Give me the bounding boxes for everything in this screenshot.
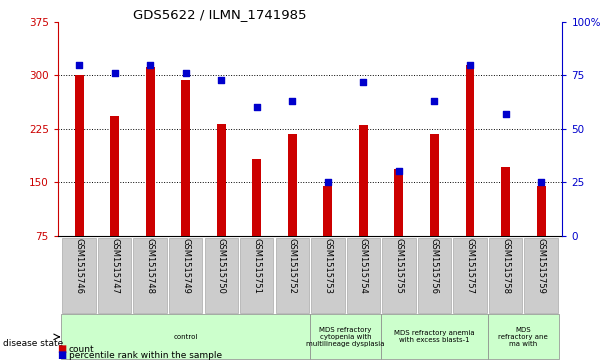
FancyBboxPatch shape xyxy=(454,238,486,313)
Text: GSM1515750: GSM1515750 xyxy=(216,238,226,294)
FancyBboxPatch shape xyxy=(488,314,559,359)
Text: percentile rank within the sample: percentile rank within the sample xyxy=(69,351,222,360)
FancyBboxPatch shape xyxy=(61,314,310,359)
Bar xyxy=(110,116,119,236)
Bar xyxy=(466,65,474,236)
FancyBboxPatch shape xyxy=(489,238,522,313)
Point xyxy=(536,179,546,185)
Point xyxy=(323,179,333,185)
Text: MDS refractory
cytopenia with
multilineage dysplasia: MDS refractory cytopenia with multilinea… xyxy=(306,327,385,347)
Text: GSM1515749: GSM1515749 xyxy=(181,238,190,294)
FancyBboxPatch shape xyxy=(133,238,167,313)
FancyBboxPatch shape xyxy=(63,238,96,313)
Text: MDS
refractory ane
ma with: MDS refractory ane ma with xyxy=(499,327,548,347)
Text: GSM1515752: GSM1515752 xyxy=(288,238,297,294)
Bar xyxy=(252,159,261,236)
FancyBboxPatch shape xyxy=(311,238,345,313)
Text: disease state: disease state xyxy=(3,339,63,347)
Bar xyxy=(75,75,83,236)
Point xyxy=(430,98,440,104)
Bar xyxy=(217,124,226,236)
Text: control: control xyxy=(173,334,198,340)
FancyBboxPatch shape xyxy=(310,314,381,359)
FancyBboxPatch shape xyxy=(524,238,558,313)
FancyBboxPatch shape xyxy=(240,238,274,313)
Text: GSM1515759: GSM1515759 xyxy=(537,238,545,294)
Text: GSM1515746: GSM1515746 xyxy=(75,238,83,294)
FancyBboxPatch shape xyxy=(418,238,451,313)
Point xyxy=(465,62,475,68)
Point xyxy=(74,62,84,68)
FancyBboxPatch shape xyxy=(381,314,488,359)
Point xyxy=(181,70,190,76)
Point xyxy=(110,70,120,76)
Point xyxy=(500,111,510,117)
Bar xyxy=(359,125,368,236)
Point xyxy=(252,105,261,110)
FancyBboxPatch shape xyxy=(98,238,131,313)
Text: count: count xyxy=(69,345,94,354)
FancyBboxPatch shape xyxy=(204,238,238,313)
Text: GSM1515754: GSM1515754 xyxy=(359,238,368,294)
Bar xyxy=(323,186,333,236)
Text: ■: ■ xyxy=(58,344,70,354)
Point xyxy=(288,98,297,104)
Text: MDS refractory anemia
with excess blasts-1: MDS refractory anemia with excess blasts… xyxy=(394,330,475,343)
Bar xyxy=(146,68,154,236)
Bar xyxy=(430,134,439,236)
Text: GSM1515755: GSM1515755 xyxy=(395,238,404,294)
Text: GDS5622 / ILMN_1741985: GDS5622 / ILMN_1741985 xyxy=(133,8,307,21)
Text: GSM1515751: GSM1515751 xyxy=(252,238,261,294)
Point xyxy=(394,168,404,174)
Bar xyxy=(537,186,545,236)
Text: ■: ■ xyxy=(58,350,70,360)
Text: GSM1515748: GSM1515748 xyxy=(146,238,154,294)
Text: GSM1515753: GSM1515753 xyxy=(323,238,333,294)
Bar xyxy=(395,169,403,236)
Point xyxy=(216,77,226,82)
FancyBboxPatch shape xyxy=(169,238,202,313)
Point xyxy=(359,79,368,85)
Point xyxy=(145,62,155,68)
Text: GSM1515747: GSM1515747 xyxy=(110,238,119,294)
Text: GSM1515756: GSM1515756 xyxy=(430,238,439,294)
Bar xyxy=(181,80,190,236)
Text: GSM1515758: GSM1515758 xyxy=(501,238,510,294)
FancyBboxPatch shape xyxy=(382,238,416,313)
FancyBboxPatch shape xyxy=(275,238,309,313)
Text: GSM1515757: GSM1515757 xyxy=(466,238,474,294)
Bar xyxy=(501,167,510,236)
Bar xyxy=(288,134,297,236)
FancyBboxPatch shape xyxy=(347,238,380,313)
